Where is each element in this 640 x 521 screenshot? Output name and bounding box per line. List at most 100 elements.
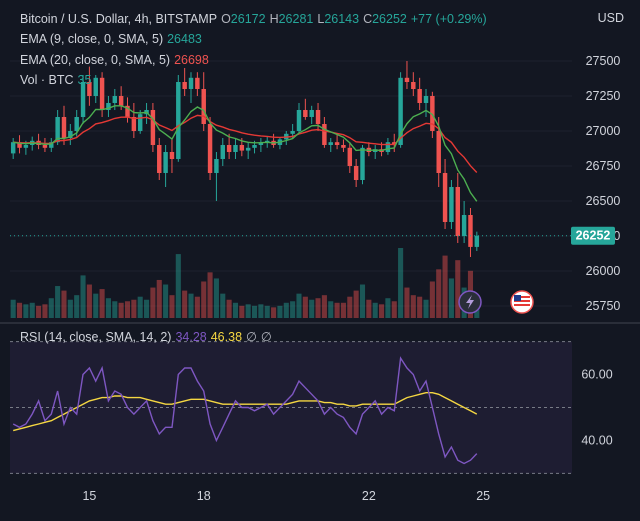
rsi-legend[interactable]: RSI (14, close, SMA, 14, 2) 34.28 46.38 ∅ ∅ xyxy=(20,329,276,345)
volume-bar xyxy=(86,284,92,318)
candle xyxy=(42,138,48,152)
candle-body xyxy=(341,145,346,148)
volume-bar xyxy=(347,296,353,318)
time-tick-label: 22 xyxy=(362,489,376,503)
volume-bar xyxy=(264,305,270,318)
volume-bar xyxy=(182,290,188,318)
candle xyxy=(296,103,302,134)
candle xyxy=(474,231,480,251)
candle-body xyxy=(125,105,130,117)
ema20-label: EMA (20, close, 0, SMA, 5) xyxy=(20,53,171,67)
candle-body xyxy=(449,187,454,222)
volume-bar xyxy=(137,296,143,318)
candle-body xyxy=(214,159,219,173)
price-tick-label: 26000 xyxy=(586,264,621,278)
change-value: +77 (+0.29%) xyxy=(410,12,487,26)
volume-bar xyxy=(175,254,181,318)
candle-body xyxy=(176,82,181,159)
candle xyxy=(442,159,448,229)
candle xyxy=(322,117,327,148)
price-badge: 26252 xyxy=(571,226,615,245)
rsi-tick-label: 40.00 xyxy=(581,433,612,447)
volume-bar xyxy=(194,296,200,318)
candle-body xyxy=(188,77,194,89)
candle-body xyxy=(93,77,98,96)
rsi-axis[interactable]: 60.00 40.00 xyxy=(581,368,612,448)
volume-bar xyxy=(42,304,48,318)
ema9-legend[interactable]: EMA (9, close, 0, SMA, 5) 26483 xyxy=(20,31,206,47)
price-tick-label: 27000 xyxy=(586,124,621,138)
candle-body xyxy=(80,82,86,117)
symbol-legend[interactable]: Bitcoin / U.S. Dollar, 4h, BITSTAMP O2617… xyxy=(20,11,491,27)
currency-label[interactable]: USD xyxy=(597,11,624,25)
volume-legend[interactable]: Vol · BTC 35 xyxy=(20,72,95,88)
candle-body xyxy=(468,215,473,247)
ema20-value: 26698 xyxy=(174,53,209,67)
lightning-icon[interactable] xyxy=(458,290,482,314)
candle-body xyxy=(195,77,200,89)
ema9-value: 26483 xyxy=(167,32,202,46)
candle-body xyxy=(442,173,448,222)
candle-body xyxy=(201,89,206,124)
time-tick-label: 25 xyxy=(476,489,490,503)
candle xyxy=(468,208,473,257)
volume-bar xyxy=(391,301,397,318)
volume-bar xyxy=(112,301,118,318)
volume-bar xyxy=(10,299,16,318)
candle xyxy=(93,75,98,103)
candle-body xyxy=(347,147,353,166)
candle-body xyxy=(309,110,314,117)
price-badge-label: 26252 xyxy=(576,229,611,243)
candle-body xyxy=(17,142,22,148)
candle xyxy=(201,72,206,131)
candle xyxy=(220,138,225,166)
volume-bar xyxy=(372,302,378,318)
candle xyxy=(461,201,467,243)
volume-bar xyxy=(366,299,372,318)
rsi-lines-layer xyxy=(10,341,572,474)
candle xyxy=(449,180,454,229)
volume-bar xyxy=(353,290,359,318)
volume-bar xyxy=(321,295,327,318)
volume-bar xyxy=(163,284,169,318)
us-flag-icon[interactable] xyxy=(510,290,534,314)
candle-body xyxy=(55,117,60,143)
candle-body xyxy=(423,96,429,103)
candle xyxy=(233,138,238,159)
candle-body xyxy=(74,117,79,131)
candle xyxy=(17,135,22,154)
candle xyxy=(163,145,168,187)
volume-bar xyxy=(474,308,480,318)
volume-bar xyxy=(385,298,391,318)
volume-bar xyxy=(251,305,258,318)
candle xyxy=(455,173,460,243)
candle xyxy=(106,96,111,117)
candle xyxy=(207,117,213,180)
volume-bar xyxy=(23,304,29,318)
volume-layer xyxy=(10,248,480,318)
candle xyxy=(150,103,156,152)
candle-body xyxy=(157,145,162,173)
volume-bar xyxy=(55,286,61,318)
volume-bar xyxy=(150,287,156,318)
candle-body xyxy=(398,77,403,145)
candle xyxy=(404,61,410,89)
candle xyxy=(125,97,130,123)
symbol-title: Bitcoin / U.S. Dollar, 4h, BITSTAMP xyxy=(20,12,218,26)
volume-bar xyxy=(118,302,124,318)
volume-bar xyxy=(220,293,226,318)
candle xyxy=(360,145,365,185)
volume-bar xyxy=(144,299,150,318)
rsi-tick-label: 60.00 xyxy=(581,368,612,382)
volume-bar xyxy=(16,302,23,318)
ema20-legend[interactable]: EMA (20, close, 0, SMA, 5) 26698 xyxy=(20,52,213,68)
volume-bar xyxy=(448,278,454,318)
candle-body xyxy=(61,117,67,138)
candle-body xyxy=(417,89,422,103)
time-axis[interactable]: 15 18 22 25 xyxy=(82,489,490,503)
price-tick-label: 25750 xyxy=(586,299,621,313)
rsi-extra-1: ∅ xyxy=(246,330,257,344)
price-tick-label: 26500 xyxy=(586,194,621,208)
